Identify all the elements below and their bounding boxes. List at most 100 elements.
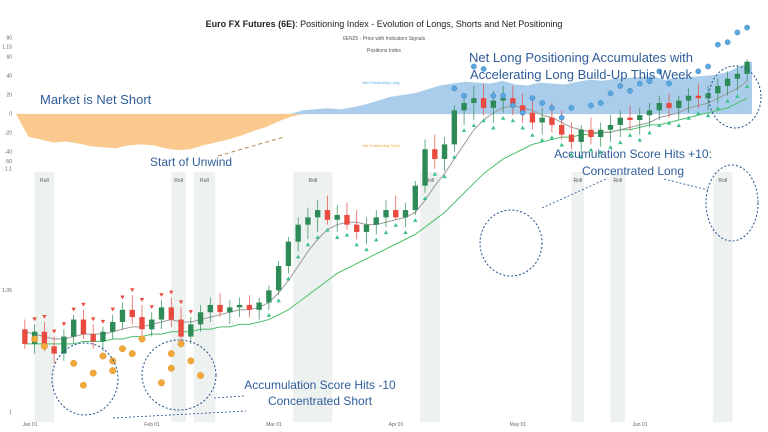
sell-signal	[51, 329, 57, 334]
buy-signal	[286, 276, 291, 281]
long-score-dot	[734, 29, 741, 36]
long-score-dot	[636, 80, 643, 87]
roll-label: Roll	[426, 178, 435, 184]
buy-signal	[520, 125, 525, 130]
sell-signal	[188, 310, 193, 314]
buy-signal	[315, 235, 320, 239]
candle-body	[480, 98, 487, 108]
short-score-dot	[31, 335, 39, 343]
long-score-dot	[724, 39, 731, 46]
annotation-net-short: Market is Net Short	[40, 92, 152, 107]
sell-signal	[71, 307, 76, 312]
long-score-dot	[470, 63, 477, 70]
buy-signal	[647, 130, 652, 135]
roll-zone	[571, 172, 585, 422]
sell-signal	[130, 288, 135, 293]
candle-body	[500, 98, 506, 101]
candle-body	[188, 324, 194, 337]
candle-body	[158, 307, 165, 320]
buy-signal	[354, 242, 359, 247]
buy-signal	[422, 196, 428, 201]
buy-signal	[276, 298, 281, 303]
candle-body	[744, 61, 750, 74]
roll-zone	[420, 172, 440, 422]
sell-signal	[159, 293, 164, 297]
buy-signal	[744, 84, 750, 89]
long-score-dot	[490, 92, 497, 99]
chart-title: Euro FX Futures (6E): Positioning Index …	[206, 19, 563, 29]
candle-body	[705, 93, 711, 99]
candle-body	[149, 319, 155, 330]
buy-signal	[579, 154, 584, 159]
candle-body	[646, 110, 653, 116]
candle-body	[168, 307, 174, 320]
net-positioning-area	[16, 61, 752, 151]
short-score-dot	[177, 340, 185, 348]
highlight-net-long	[708, 65, 762, 129]
candle-body	[734, 73, 741, 79]
candle-body	[666, 103, 672, 108]
candle-body	[568, 134, 575, 142]
buy-signal	[393, 222, 398, 227]
candle-body	[314, 210, 321, 218]
buy-signal	[335, 235, 340, 239]
x-tick: Jan 01	[22, 422, 37, 428]
candle-body	[305, 217, 311, 225]
sell-signal	[120, 295, 125, 300]
annotation-net-long-2: Accelerating Long Build-Up This Week	[470, 67, 693, 82]
buy-signal	[588, 147, 594, 152]
long-score-dot	[480, 66, 487, 72]
annotation-score-minus-2: Concentrated Short	[268, 394, 373, 408]
buy-signal	[696, 111, 701, 115]
long-score-dot	[558, 114, 565, 121]
roll-label: Roll	[613, 178, 622, 184]
buy-signal	[559, 142, 564, 147]
chart-subtitle: 6EN25 - Price with Indicators Signals	[343, 36, 426, 42]
candle-body	[61, 336, 67, 354]
candle-body	[207, 304, 214, 313]
long-score-dot	[588, 102, 594, 109]
roll-zone	[712, 172, 733, 422]
roll-label: Roll	[200, 178, 209, 184]
annotation-score-minus-1: Accumulation Score Hits -10	[244, 378, 396, 392]
roll-zone	[193, 172, 216, 422]
sell-signal	[61, 322, 67, 327]
buy-signal	[442, 174, 447, 179]
short-score-dot	[109, 357, 117, 365]
short-score-dot	[197, 372, 205, 379]
long-score-dot	[617, 83, 624, 89]
candle-body	[70, 319, 77, 337]
long-score-dot	[539, 100, 546, 106]
candle-body	[324, 210, 331, 220]
roll-zone	[171, 172, 186, 422]
buy-signal	[676, 123, 681, 128]
short-score-dot	[109, 367, 117, 375]
candle-body	[617, 117, 623, 125]
sell-signal	[149, 305, 154, 310]
long-score-dot	[500, 92, 506, 99]
long-score-dot	[646, 78, 653, 84]
roll-label: Roll	[573, 178, 582, 184]
buy-signal	[374, 237, 379, 242]
long-score-dot	[510, 102, 516, 109]
buy-signal	[305, 242, 311, 247]
buy-signal	[383, 230, 389, 235]
buy-signal	[491, 125, 496, 130]
buy-signal	[481, 118, 486, 123]
buy-signal	[266, 313, 272, 317]
candle-body	[393, 210, 399, 218]
long-score-dot	[451, 85, 458, 92]
chart-title-rest: : Positioning Index - Evolution of Longs…	[295, 19, 562, 29]
candle-body	[529, 112, 536, 123]
candle-body	[217, 304, 223, 313]
x-tick: Mar 01	[266, 422, 282, 428]
candle-body	[695, 95, 702, 99]
short-score-dot	[167, 364, 175, 372]
candle-body	[519, 105, 526, 113]
annotation-net-long-1: Net Long Positioning Accumulates with	[469, 50, 693, 65]
sell-signal	[42, 314, 47, 319]
long-score-dot	[607, 90, 614, 97]
long-score-dot	[656, 68, 663, 75]
candle-body	[51, 346, 57, 354]
